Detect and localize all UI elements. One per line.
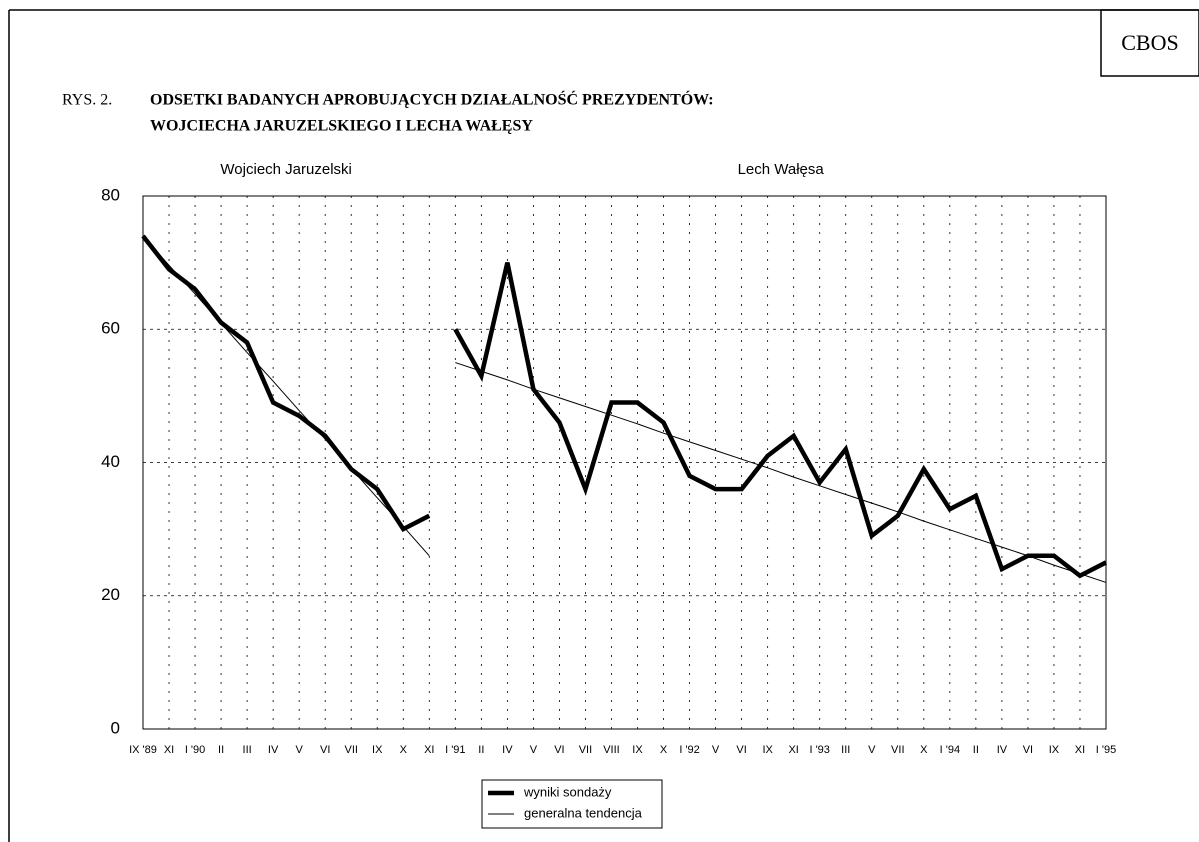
y-tick-label: 80 [101,185,120,204]
legend-label: generalna tendencja [524,805,643,820]
x-tick-label: X [920,744,928,756]
x-tick-label: I '95 [1096,744,1116,756]
x-tick-label: II [218,744,224,756]
x-tick-label: III [243,744,252,756]
survey-line [141,234,431,533]
trend-line [142,235,430,557]
x-tick-label: I '91 [445,744,465,756]
x-tick-label: IX [1049,744,1060,756]
x-tick-label: V [530,744,538,756]
figure-label: RYS. 2. [62,92,112,109]
x-tick-label: I '90 [185,744,205,756]
x-tick-label: I '92 [679,744,699,756]
x-tick-label: XI [788,744,798,756]
x-tick-label: VI [320,744,330,756]
x-tick-label: XI [164,744,174,756]
section-label: Lech Wałęsa [738,161,825,178]
x-tick-label: III [841,744,850,756]
x-tick-label: VIII [603,744,620,756]
x-tick-label: IX [632,744,643,756]
x-tick-label: I '94 [940,744,960,756]
plot-frame [142,195,1107,730]
x-tick-label: V [712,744,720,756]
x-tick-label: IX '89 [129,744,157,756]
title: WOJCIECHA JARUZELSKIEGO I LECHA WAŁĘSY [150,118,533,135]
x-tick-label: IX [372,744,383,756]
x-tick-label: X [660,744,668,756]
legend-label: wyniki sondaży [523,784,612,799]
legend-box [481,779,663,829]
y-tick-label: 60 [101,319,120,338]
x-tick-label: I '93 [809,744,829,756]
y-tick-label: 40 [101,452,120,471]
x-tick-label: II [478,744,484,756]
x-tick-label: XI [1075,744,1085,756]
y-tick-label: 0 [111,718,120,737]
badge-box [1100,9,1199,77]
section-label: Wojciech Jaruzelski [220,161,351,178]
survey-line [453,262,1108,579]
x-tick-label: V [295,744,303,756]
x-tick-label: VI [554,744,564,756]
y-tick-label: 20 [101,585,120,604]
x-tick-label: VII [891,744,904,756]
x-tick-label: XI [424,744,434,756]
x-tick-label: II [973,744,979,756]
x-tick-label: X [400,744,408,756]
x-tick-label: IV [502,744,513,756]
x-tick-label: VI [736,744,746,756]
x-tick-label: IV [997,744,1008,756]
x-tick-label: VI [1023,744,1033,756]
x-tick-label: V [868,744,876,756]
x-tick-label: VII [579,744,592,756]
badge: CBOS [1121,30,1178,55]
x-tick-label: VII [344,744,357,756]
trend-line [455,362,1107,583]
title: ODSETKI BADANYCH APROBUJĄCYCH DZIAŁALNOŚ… [150,90,714,109]
x-tick-label: IV [268,744,279,756]
x-tick-label: IX [762,744,773,756]
